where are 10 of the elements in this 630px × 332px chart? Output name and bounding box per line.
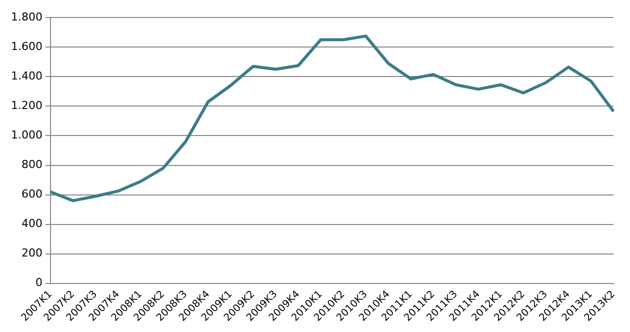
y-tick-label: 1.600 bbox=[10, 40, 42, 53]
y-tick-label: 1.200 bbox=[10, 99, 42, 112]
y-tick-label: 0 bbox=[35, 276, 42, 290]
y-tick-label: 800 bbox=[21, 158, 42, 172]
y-tick-label: 200 bbox=[21, 246, 42, 260]
y-tick-label: 1.800 bbox=[10, 10, 42, 24]
y-tick-label: 1.400 bbox=[10, 70, 42, 83]
y-tick-label: 600 bbox=[21, 188, 42, 201]
y-tick-label: 1.000 bbox=[10, 128, 42, 142]
y-tick-label: 400 bbox=[21, 217, 42, 230]
